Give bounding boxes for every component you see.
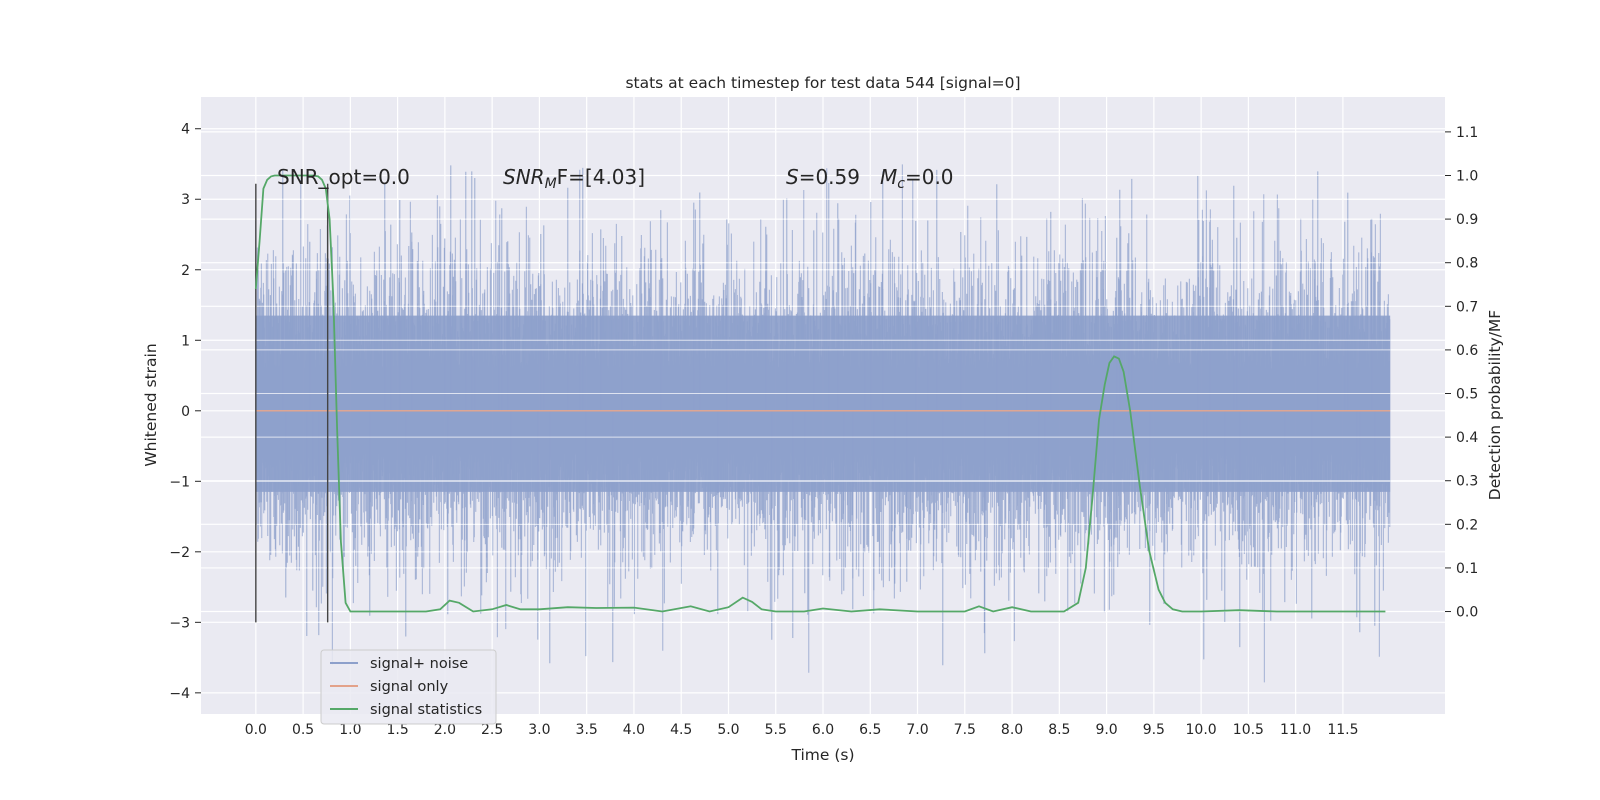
y-tick-label: −2: [169, 545, 190, 561]
y2-axis-label: Detection probability/MF: [1486, 310, 1504, 501]
y2-axis-ticks: 0.0 0.1 0.2 0.3 0.4 0.5 0.6 0.7 0.8 0.9 1.0 1.1: [1445, 125, 1478, 621]
x-tick-label: 2.5: [481, 722, 503, 738]
x-tick-label: 4.0: [623, 722, 645, 738]
x-tick-label: 4.5: [670, 722, 692, 738]
y2-tick-label: 0.9: [1456, 212, 1478, 228]
x-axis-ticks: 0.0 0.5 1.0 1.5 2.0 2.5 3.0 3.5 4.0 4.5 5.0 5.5 6.0 6…: [245, 722, 1359, 738]
legend-label-statistics: signal statistics: [370, 702, 482, 718]
signal-noise-series: [255, 128, 1391, 694]
x-tick-label: 5.5: [765, 722, 787, 738]
y-tick-label: 2: [181, 263, 190, 279]
legend: signal+ noise signal only signal statist…: [320, 649, 497, 725]
x-tick-label: 3.0: [528, 722, 550, 738]
x-tick-label: 3.5: [576, 722, 598, 738]
legend-label-noise: signal+ noise: [370, 656, 468, 672]
x-tick-label: 10.0: [1186, 722, 1217, 738]
y2-tick-label: 0.0: [1456, 605, 1478, 621]
x-tick-label: 9.0: [1095, 722, 1117, 738]
snr-mf-base: SNR: [503, 165, 545, 189]
x-tick-label: 0.5: [292, 722, 314, 738]
mc-variable: M: [880, 165, 897, 189]
y-tick-label: 1: [181, 333, 190, 349]
mc-value: =0.0: [905, 165, 954, 189]
y-tick-label: 4: [181, 122, 190, 138]
x-tick-label: 0.0: [245, 722, 267, 738]
s-variable: S: [786, 165, 799, 189]
y2-tick-label: 0.1: [1456, 561, 1478, 577]
y2-tick-label: 1.1: [1456, 125, 1478, 141]
y-tick-label: 3: [181, 192, 190, 208]
y2-tick-label: 1.0: [1456, 168, 1478, 184]
signal-statistics-series: [254, 174, 1386, 613]
legend-box: [320, 649, 497, 725]
snr-mf-tail: F=[4.03]: [557, 165, 645, 189]
annotation-snr-mf: SNRMF=[4.03]: [503, 165, 645, 192]
x-tick-label: 6.0: [812, 722, 834, 738]
x-tick-label: 2.0: [434, 722, 456, 738]
y2-tick-label: 0.2: [1456, 517, 1478, 533]
snr-mf-subscript: M: [545, 176, 557, 192]
x-tick-label: 8.0: [1001, 722, 1023, 738]
x-tick-label: 10.5: [1233, 722, 1264, 738]
y2-tick-label: 0.5: [1456, 387, 1478, 403]
y2-tick-label: 0.6: [1456, 343, 1478, 359]
y-axis-ticks: −4 −3 −2 −1 0 1 2 3 4: [169, 122, 201, 702]
legend-label-signal-only: signal only: [370, 679, 449, 695]
y2-tick-label: 0.3: [1456, 474, 1478, 490]
annotation-mc: Mc=0.0: [880, 165, 954, 192]
y-tick-label: −3: [169, 615, 190, 631]
annotation-snr-opt: SNR_opt=0.0: [277, 165, 410, 189]
y2-tick-label: 0.7: [1456, 299, 1478, 315]
x-tick-label: 9.5: [1143, 722, 1165, 738]
vertical-markers: [255, 183, 329, 623]
y-axis-label: Whitened strain: [142, 343, 160, 466]
x-tick-label: 11.5: [1327, 722, 1358, 738]
x-tick-label: 8.5: [1048, 722, 1070, 738]
y-tick-label: −1: [169, 474, 190, 490]
y-tick-label: −4: [169, 686, 190, 702]
annotation-s: S=0.59: [786, 165, 860, 189]
x-tick-label: 1.0: [339, 722, 361, 738]
x-tick-label: 7.0: [906, 722, 928, 738]
s-value: =0.59: [799, 165, 860, 189]
y2-tick-label: 0.8: [1456, 256, 1478, 272]
chart-title: stats at each timestep for test data 544…: [625, 74, 1020, 92]
y2-tick-label: 0.4: [1456, 430, 1478, 446]
x-tick-label: 7.5: [954, 722, 976, 738]
x-tick-label: 6.5: [859, 722, 881, 738]
mc-subscript: c: [897, 176, 905, 192]
x-tick-label: 11.0: [1280, 722, 1311, 738]
x-axis-label: Time (s): [790, 746, 854, 764]
x-tick-label: 5.0: [717, 722, 739, 738]
x-tick-label: 1.5: [386, 722, 408, 738]
y-tick-label: 0: [181, 404, 190, 420]
